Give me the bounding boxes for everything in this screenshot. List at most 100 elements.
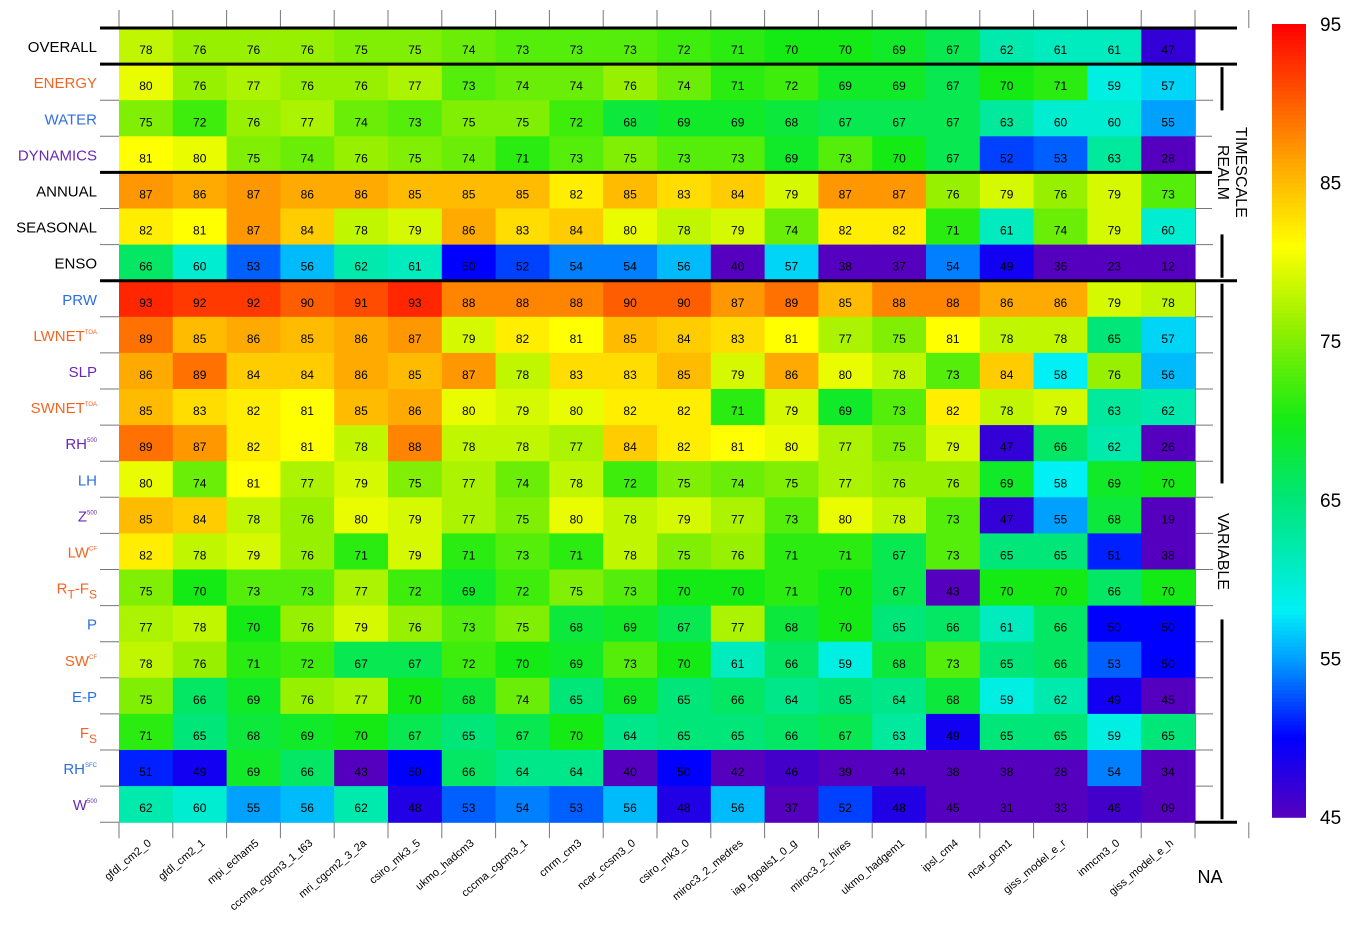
cell-value: 80: [462, 404, 476, 418]
colorbar-segment: [1272, 713, 1306, 719]
cell-value: 47: [1000, 440, 1014, 454]
heatmap-cell: [495, 28, 550, 65]
heatmap-cell: [1033, 316, 1088, 354]
cell-value: 54: [946, 260, 960, 274]
cell-value: 69: [839, 79, 853, 93]
cell-value: 53: [1054, 151, 1068, 165]
colorbar-segment: [1272, 162, 1306, 168]
colorbar-segment: [1272, 55, 1306, 61]
colorbar-segment: [1272, 194, 1306, 200]
heatmap-cell: [119, 605, 174, 643]
cell-value: 68: [892, 657, 906, 671]
colorbar-segment: [1272, 559, 1306, 565]
cell-value: 70: [785, 43, 799, 57]
heatmap-cell: [441, 280, 497, 318]
heatmap-cell: [872, 136, 927, 173]
group-label-timescale: TIMESCALE: [1232, 127, 1249, 218]
heatmap-cell: [119, 750, 174, 787]
heatmap-cell: [334, 605, 389, 643]
colorbar-segment: [1272, 499, 1306, 505]
heatmap-cell: [172, 461, 228, 498]
cell-value: 80: [139, 476, 153, 490]
colorbar-segment: [1272, 63, 1306, 69]
heatmap-cell: [979, 100, 1035, 137]
heatmap-cell: [1033, 100, 1088, 137]
row-label: RT-FS: [57, 581, 97, 602]
heatmap-cell: [657, 497, 712, 534]
cell-value: 83: [623, 368, 637, 382]
heatmap-cell: [172, 677, 228, 715]
heatmap-cell: [603, 316, 658, 354]
colorbar-segment: [1272, 265, 1306, 271]
cell-value: 77: [462, 476, 476, 490]
cell-value: 81: [785, 332, 799, 346]
cell-value: 66: [946, 621, 960, 635]
heatmap-cell: [280, 64, 335, 101]
colorbar-segment: [1272, 297, 1306, 303]
colorbar-segment: [1272, 444, 1306, 450]
colorbar-segment: [1272, 59, 1306, 65]
column-label: ipsl_cm4: [920, 837, 961, 874]
heatmap-cell: [441, 533, 497, 571]
heatmap-cell: [549, 786, 604, 823]
colorbar-segment: [1272, 75, 1306, 81]
heatmap-cell: [979, 352, 1035, 390]
heatmap-cell: [388, 677, 443, 715]
colorbar-segment: [1272, 733, 1306, 739]
heatmap-cell: [1033, 352, 1088, 390]
cell-value: 38: [946, 765, 960, 779]
colorbar-segment: [1272, 261, 1306, 267]
cell-value: 83: [677, 187, 691, 201]
colorbar-segment: [1272, 242, 1306, 247]
cell-value: 54: [516, 801, 530, 815]
heatmap-cell: [818, 208, 873, 246]
heatmap-cell: [388, 533, 443, 571]
heatmap-cell: [226, 497, 281, 534]
cell-value: 74: [354, 115, 368, 129]
cell-value: 86: [354, 332, 368, 346]
cell-value: 65: [1161, 729, 1175, 743]
heatmap-cell: [334, 750, 389, 787]
heatmap-cell: [119, 28, 174, 65]
cell-value: 73: [462, 621, 476, 635]
cell-value: 56: [731, 801, 745, 815]
colorbar-tick-label: 85: [1320, 174, 1341, 195]
cell-value: 80: [623, 224, 637, 238]
heatmap-cell: [872, 352, 927, 390]
cell-value: 57: [1161, 332, 1175, 346]
cell-value: 76: [301, 43, 315, 57]
heatmap-cell: [388, 316, 443, 354]
cell-value: 66: [193, 693, 207, 707]
cell-value: 73: [839, 151, 853, 165]
colorbar-segment: [1272, 583, 1306, 588]
heatmap-cell: [1087, 533, 1142, 571]
cell-value: 72: [785, 79, 799, 93]
cell-value: 90: [301, 296, 315, 310]
cell-value: 73: [623, 585, 637, 599]
colorbar-segment: [1272, 650, 1306, 656]
cell-value: 84: [1000, 368, 1014, 382]
cell-value: 73: [516, 43, 530, 57]
cell-value: 74: [516, 79, 530, 93]
cell-value: 82: [247, 440, 261, 454]
cell-value: 47: [1000, 512, 1014, 526]
heatmap-cell: [710, 569, 766, 607]
colorbar-segment: [1272, 464, 1306, 469]
cell-value: 62: [1000, 43, 1014, 57]
cell-value: 63: [1000, 115, 1014, 129]
heatmap-cell: [764, 497, 819, 534]
heatmap-cell: [119, 641, 174, 679]
heatmap-cell: [334, 352, 389, 390]
heatmap-cell: [226, 389, 281, 426]
colorbar-segment: [1272, 115, 1306, 120]
heatmap-cell: [119, 64, 174, 101]
cell-value: 73: [247, 585, 261, 599]
cell-value: 63: [892, 729, 906, 743]
heatmap-cell: [603, 208, 658, 246]
heatmap-cell: [1087, 461, 1142, 498]
colorbar-segment: [1272, 146, 1306, 152]
colorbar-segment: [1272, 519, 1306, 525]
cell-value: 77: [408, 79, 422, 93]
colorbar-segment: [1272, 206, 1306, 212]
heatmap-cell: [818, 497, 873, 534]
